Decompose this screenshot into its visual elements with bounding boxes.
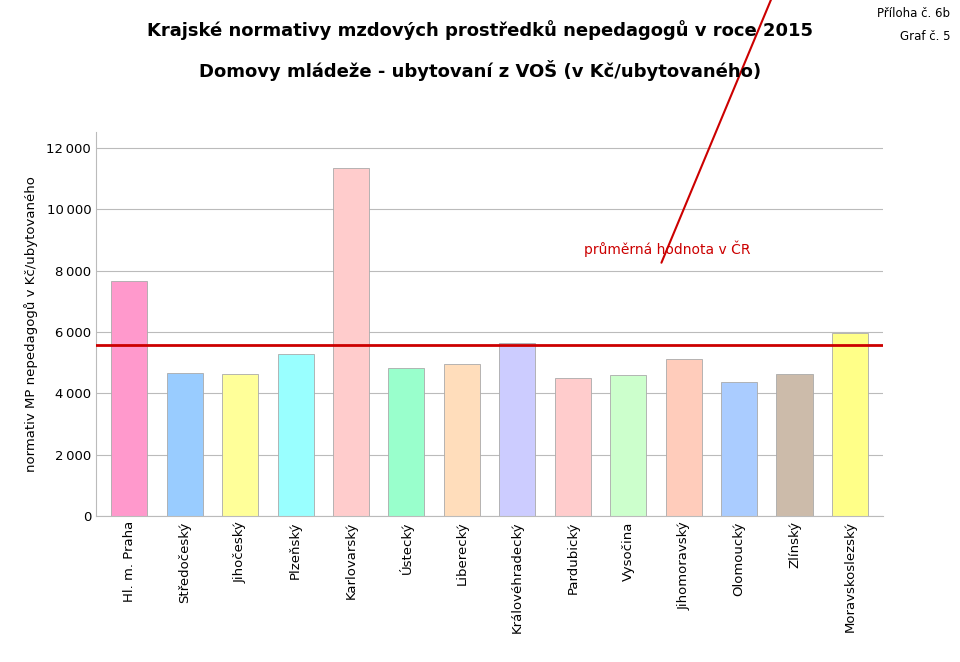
Text: Příloha č. 6b: Příloha č. 6b <box>877 7 950 20</box>
Bar <box>333 168 369 516</box>
Bar <box>277 354 314 516</box>
Text: průměrná hodnota v ČR: průměrná hodnota v ČR <box>584 0 960 265</box>
Bar <box>499 344 536 516</box>
Bar <box>222 373 258 516</box>
Bar <box>389 368 424 516</box>
Text: Krajské normativy mzdových prostředků nepedagogů v roce 2015: Krajské normativy mzdových prostředků ne… <box>147 20 813 40</box>
Y-axis label: normativ MP nepedagogů v Kč/ubytovaného: normativ MP nepedagogů v Kč/ubytovaného <box>24 177 38 472</box>
Bar <box>832 333 868 516</box>
Bar <box>665 359 702 516</box>
Bar <box>721 382 757 516</box>
Bar <box>777 374 812 516</box>
Bar <box>167 373 203 516</box>
Bar <box>444 364 480 516</box>
Bar <box>111 281 147 516</box>
Bar <box>611 375 646 516</box>
Text: Graf č. 5: Graf č. 5 <box>900 30 950 43</box>
Text: Domovy mládeže - ubytovaní z VOŠ (v Kč/ubytovaného): Domovy mládeže - ubytovaní z VOŠ (v Kč/u… <box>199 60 761 81</box>
Bar <box>555 379 590 516</box>
